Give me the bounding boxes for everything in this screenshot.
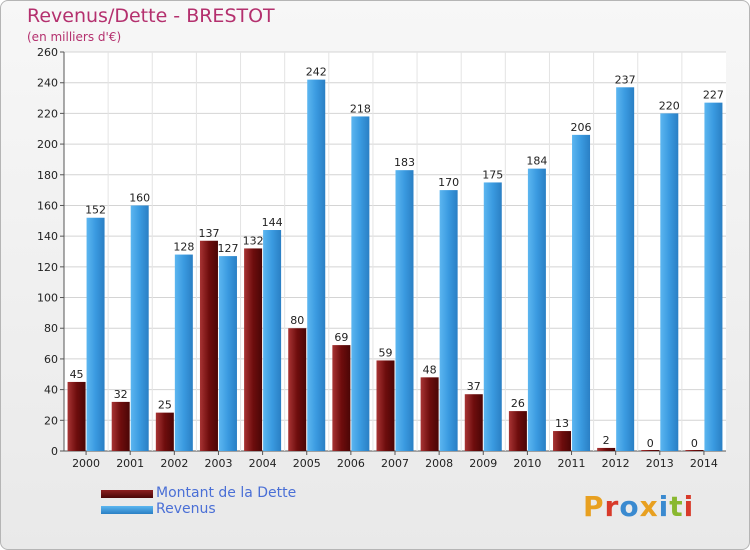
data-label-revenus: 227 [703, 89, 724, 102]
y-tick-label: 180 [37, 169, 58, 182]
data-label-revenus: 127 [217, 242, 238, 255]
data-label-revenus: 160 [129, 191, 150, 204]
bar-dette [508, 411, 527, 451]
legend-label-dette: Montant de la Dette [156, 485, 297, 501]
bar-revenus [616, 87, 635, 452]
legend-swatch-revenus [101, 506, 153, 514]
bar-dette [244, 248, 263, 451]
data-label-dette: 137 [198, 227, 219, 240]
bar-revenus [174, 254, 193, 451]
y-tick-label: 0 [51, 445, 58, 458]
data-label-revenus: 170 [438, 176, 459, 189]
data-label-dette: 32 [114, 388, 128, 401]
x-tick-label: 2009 [469, 457, 497, 470]
bar-dette [553, 431, 572, 451]
bar-dette [685, 450, 704, 451]
bar-dette [420, 377, 439, 451]
data-label-revenus: 184 [526, 155, 547, 168]
bar-dette [376, 360, 395, 451]
data-label-dette: 37 [467, 380, 481, 393]
data-label-dette: 132 [243, 234, 264, 247]
chart-title: Revenus/Dette - BRESTOT [27, 5, 275, 27]
x-tick-label: 2003 [204, 457, 232, 470]
legend-swatch-dette [101, 490, 153, 498]
y-tick-label: 160 [37, 199, 58, 212]
y-tick-label: 100 [37, 292, 58, 305]
x-tick-label: 2006 [337, 457, 365, 470]
y-tick-label: 60 [44, 353, 58, 366]
x-tick-label: 2008 [425, 457, 453, 470]
data-label-dette: 2 [603, 434, 610, 447]
data-label-revenus: 152 [85, 204, 106, 217]
bar-dette [597, 447, 616, 451]
bar-revenus [395, 170, 414, 451]
data-label-dette: 26 [511, 397, 525, 410]
y-tick-label: 260 [37, 46, 58, 59]
bar-revenus [660, 113, 679, 451]
data-label-dette: 48 [423, 363, 437, 376]
y-tick-label: 120 [37, 261, 58, 274]
bar-dette [641, 450, 660, 451]
data-label-revenus: 144 [262, 216, 283, 229]
bar-revenus [86, 217, 105, 451]
proxiti-logo: Proxiti [583, 490, 695, 523]
plot-area [64, 52, 726, 451]
bar-revenus [572, 134, 591, 451]
data-label-dette: 69 [334, 331, 348, 344]
data-label-dette: 25 [158, 399, 172, 412]
data-label-revenus: 237 [615, 73, 636, 86]
y-tick-label: 20 [44, 414, 58, 427]
x-tick-label: 2000 [72, 457, 100, 470]
y-tick-label: 220 [37, 107, 58, 120]
y-tick-label: 80 [44, 322, 58, 335]
bar-revenus [527, 168, 546, 451]
data-label-dette: 80 [290, 314, 304, 327]
x-tick-label: 2010 [513, 457, 541, 470]
bar-revenus [483, 182, 502, 451]
bar-dette [288, 328, 307, 451]
bar-dette [155, 412, 174, 451]
x-tick-label: 2005 [293, 457, 321, 470]
data-label-revenus: 128 [173, 241, 194, 254]
x-tick-label: 2004 [249, 457, 277, 470]
data-label-dette: 0 [691, 437, 698, 450]
x-tick-label: 2013 [646, 457, 674, 470]
y-tick-label: 140 [37, 230, 58, 243]
data-label-dette: 0 [647, 437, 654, 450]
bar-dette [464, 394, 483, 451]
bar-dette [332, 345, 351, 451]
data-label-revenus: 206 [571, 121, 592, 134]
data-label-revenus: 220 [659, 99, 680, 112]
x-tick-label: 2007 [381, 457, 409, 470]
bar-dette [111, 401, 130, 451]
data-label-dette: 45 [70, 368, 84, 381]
x-tick-label: 2012 [602, 457, 630, 470]
chart-subtitle: (en milliers d'€) [27, 30, 122, 44]
data-label-dette: 13 [555, 417, 569, 430]
bar-revenus [439, 190, 458, 451]
y-tick-label: 40 [44, 384, 58, 397]
bar-dette [199, 240, 218, 451]
y-tick-label: 240 [37, 77, 58, 90]
x-tick-label: 2014 [690, 457, 718, 470]
bar-revenus [263, 230, 282, 451]
x-tick-label: 2002 [160, 457, 188, 470]
bar-revenus [704, 102, 723, 452]
x-tick-label: 2001 [116, 457, 144, 470]
bar-revenus [351, 116, 370, 451]
bar-revenus [307, 79, 326, 451]
data-label-revenus: 218 [350, 102, 371, 115]
bar-revenus [130, 205, 149, 451]
bar-dette [67, 381, 86, 451]
data-label-revenus: 183 [394, 156, 415, 169]
legend-label-revenus: Revenus [156, 501, 216, 517]
x-tick-label: 2011 [558, 457, 586, 470]
y-tick-label: 200 [37, 138, 58, 151]
data-label-dette: 59 [379, 346, 393, 359]
data-label-revenus: 175 [482, 168, 503, 181]
data-label-revenus: 242 [306, 66, 327, 79]
bar-revenus [218, 256, 237, 451]
